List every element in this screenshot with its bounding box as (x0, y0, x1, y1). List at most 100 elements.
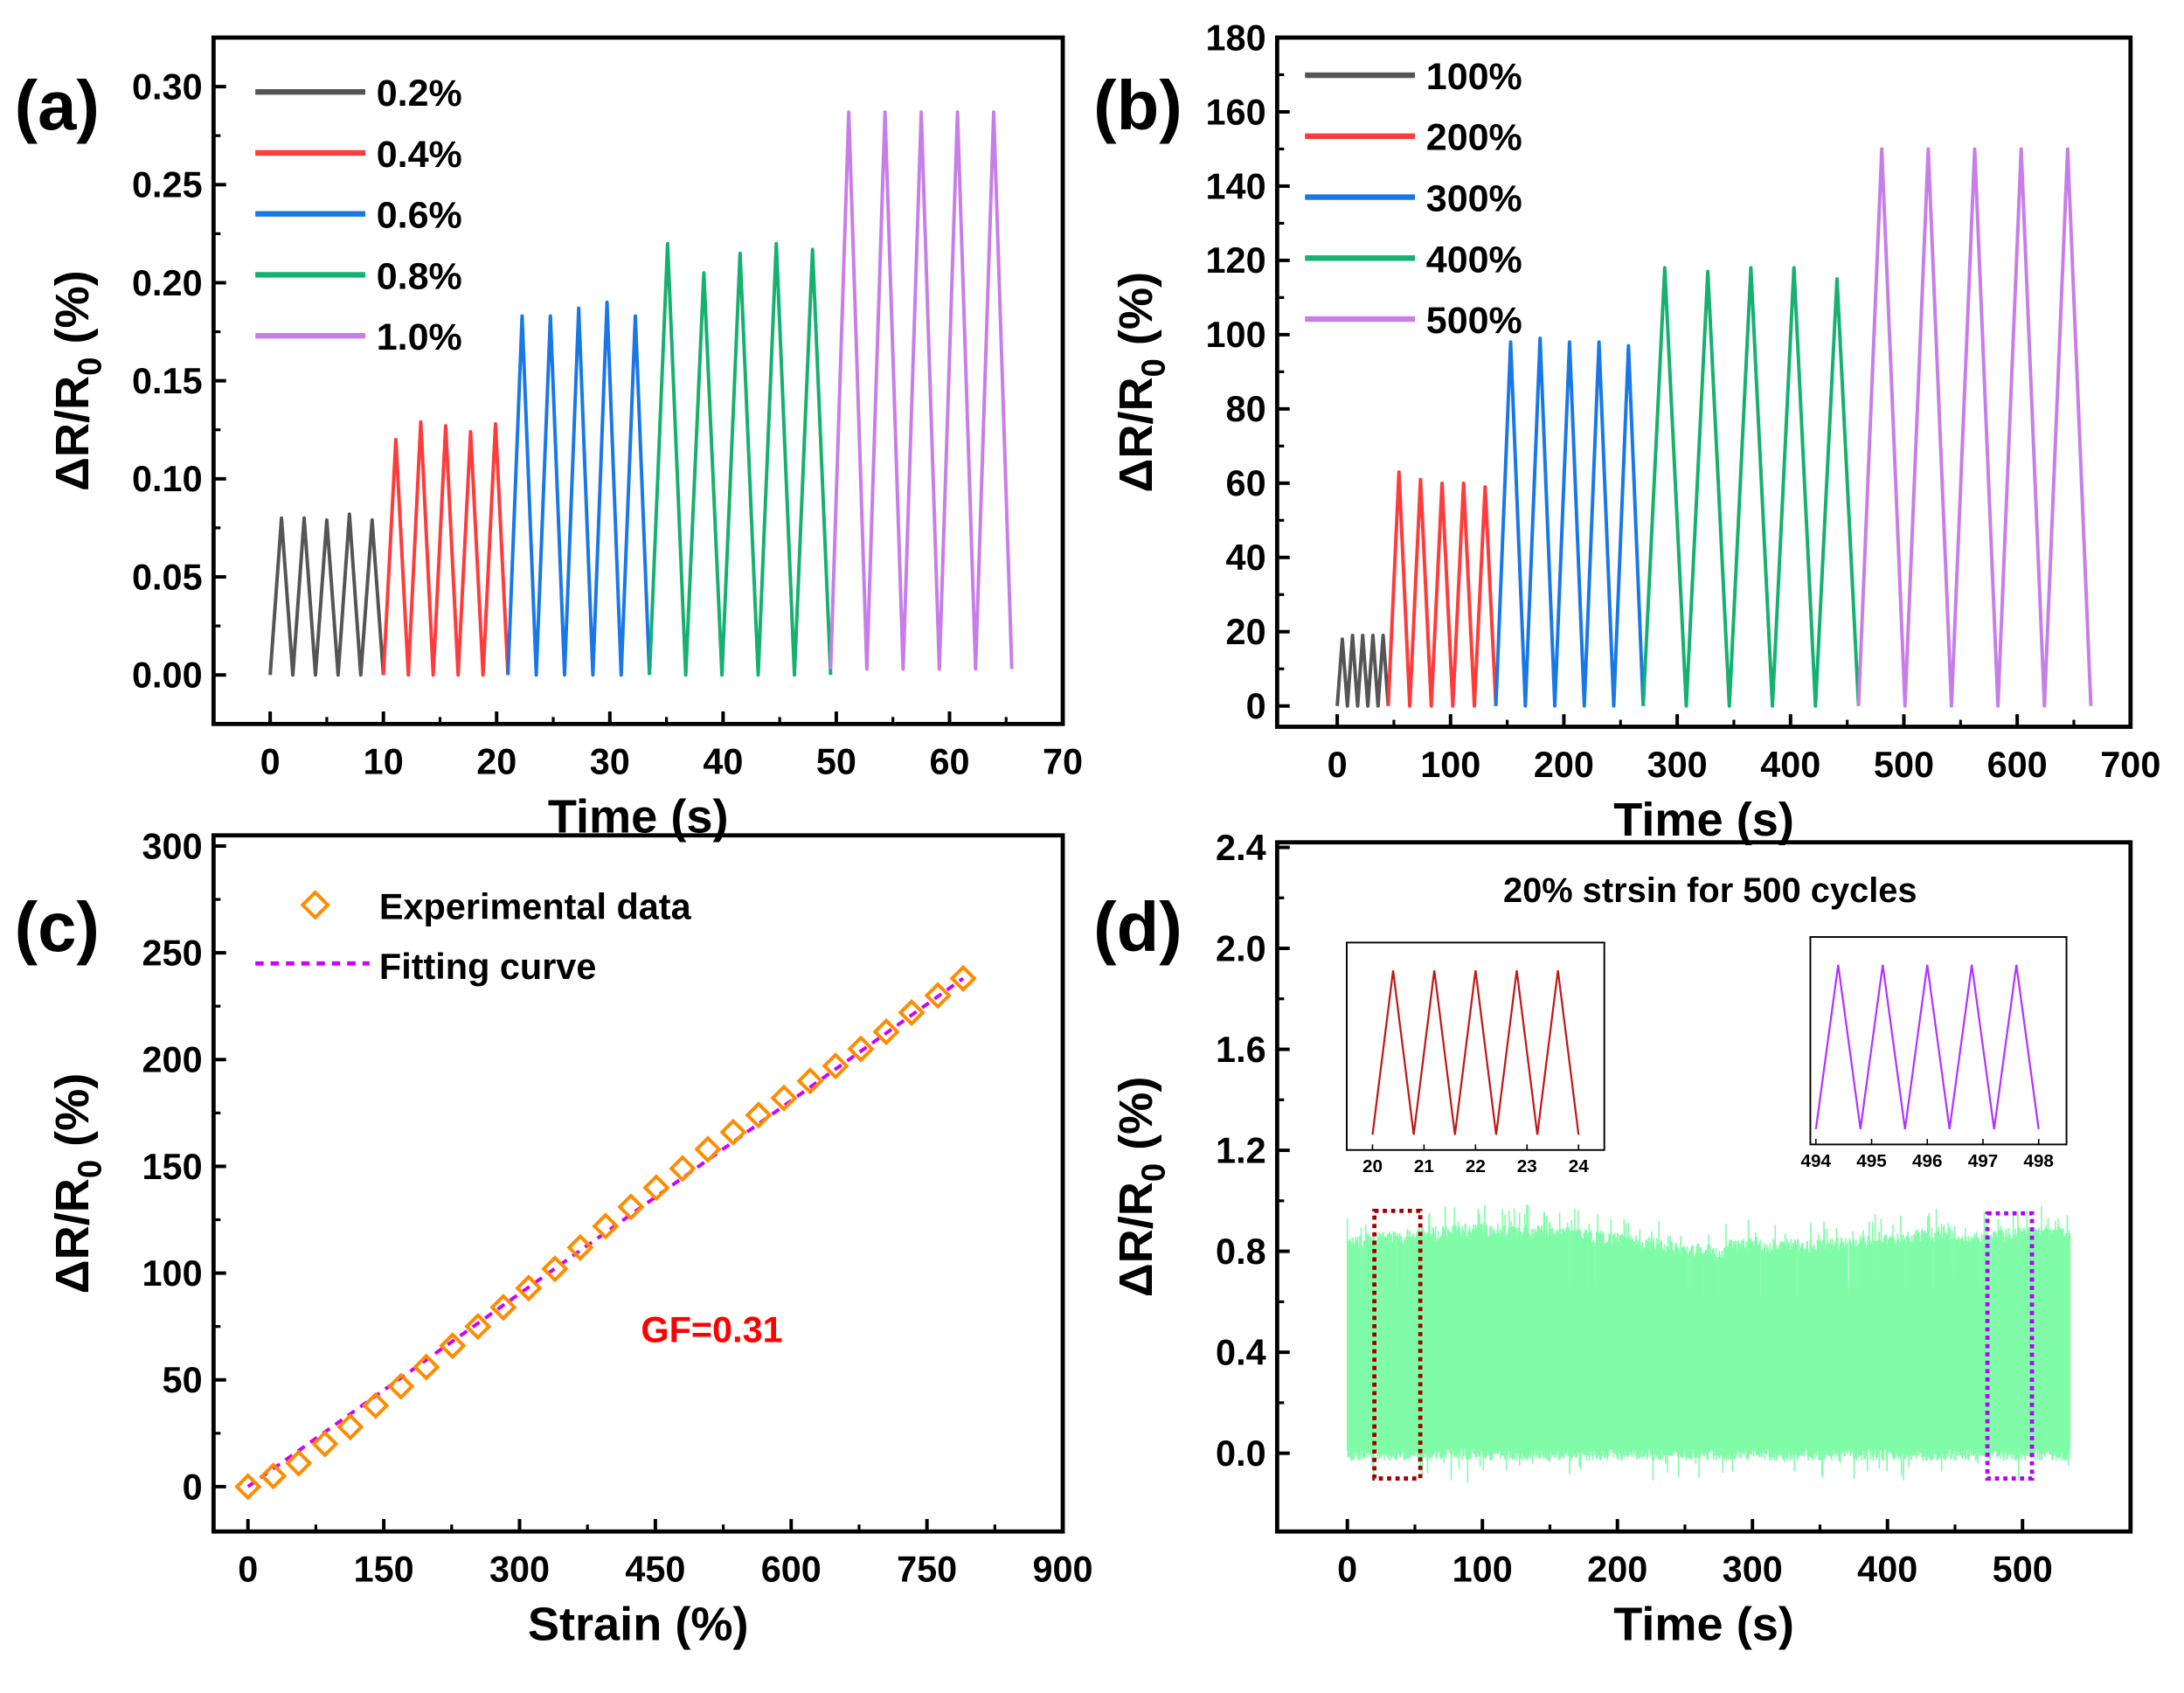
data-point (439, 1332, 467, 1360)
legend-label: 0.4% (377, 134, 462, 176)
x-tick-label: 0 (260, 742, 281, 782)
data-point (642, 1174, 670, 1202)
gf-annotation: GF=0.31 (641, 1310, 782, 1350)
x-tick-label: 900 (1033, 1550, 1093, 1590)
x-tick-label: 500 (1993, 1550, 2053, 1590)
data-point (234, 1473, 262, 1501)
inset-tick-label: 494 (1801, 1151, 1832, 1171)
panel-letter: (c) (15, 888, 100, 966)
series-line-100% (1335, 634, 1390, 708)
panel-c: (c) Experimental data Fitting curve GF=0.31… (15, 826, 1093, 1650)
legend-label: 1.0% (377, 316, 462, 358)
y-tick-label: 0.15 (132, 361, 203, 401)
y-tick-label: 100 (1206, 315, 1266, 355)
y-axis-label: ΔR/R0 (%) (1110, 1077, 1172, 1298)
x-tick-label: 200 (1587, 1550, 1647, 1590)
x-tick-label: 300 (1723, 1550, 1783, 1590)
y-axis-label-unit: (%) (46, 1073, 99, 1160)
y-axis-label-subscript: 0 (71, 357, 108, 376)
data-point (898, 998, 926, 1027)
y-tick-label: 0.8 (1216, 1232, 1266, 1272)
y-axis-label: ΔR/R0 (%) (46, 1073, 108, 1294)
legend-label: 200% (1426, 117, 1522, 159)
inset-tick-label: 20 (1362, 1156, 1383, 1176)
data-point (387, 1372, 415, 1400)
panel-a: (a) 0.2% 0.4% 0.6% 0.8% 1.0% 0 10 20 30 40 50 60 70 0.… (15, 35, 1083, 843)
y-tick-label: 250 (142, 933, 203, 973)
y-axis-label: ΔR/R0 (%) (46, 270, 108, 491)
y-tick-label: 0.05 (132, 557, 203, 597)
data-point (822, 1052, 849, 1080)
chart-title: 20% strsin for 500 cycles (1503, 871, 1917, 910)
y-tick-label: 1.6 (1216, 1030, 1266, 1070)
x-tick-label: 400 (1857, 1550, 1917, 1590)
data-point (694, 1135, 722, 1163)
data-point (617, 1193, 645, 1221)
x-tick-label: 450 (625, 1550, 685, 1590)
series-line-400% (1641, 266, 1861, 708)
x-axis-label: Strain (%) (528, 1598, 749, 1650)
y-axis-label-subscript: 0 (1134, 358, 1172, 377)
series-line-0.8% (648, 241, 833, 677)
plot-area (1346, 1204, 2071, 1483)
x-tick-label: 750 (897, 1550, 957, 1590)
y-tick-label: 0.4 (1216, 1332, 1266, 1372)
y-tick-label: 120 (1206, 240, 1266, 281)
legend-label: 0.2% (377, 73, 462, 114)
legend-label: 0.6% (377, 195, 462, 237)
x-tick-label: 10 (364, 742, 404, 782)
plot-area (1335, 147, 2093, 708)
data-point (847, 1035, 875, 1063)
panel-b: (b) 100%200%300%400%500%0 100 200 300 400 500 6… (1093, 17, 2160, 845)
highlight-box (1372, 1209, 1423, 1481)
series-line-200% (1386, 470, 1498, 708)
x-tick-label: 70 (1043, 742, 1083, 782)
y-axis-label-subscript: 0 (71, 1160, 108, 1178)
y-axis-label-unit: (%) (1110, 272, 1162, 358)
plot-area (268, 110, 1014, 677)
data-point (719, 1118, 747, 1146)
x-tick-label: 150 (354, 1550, 414, 1590)
y-tick-label: 0 (1246, 686, 1266, 726)
inset-tick-label: 21 (1414, 1156, 1434, 1176)
y-tick-label: 20 (1226, 612, 1266, 652)
x-tick-label: 40 (703, 742, 743, 782)
data-point (949, 964, 977, 993)
y-axis-label-main: ΔR/R (1110, 1182, 1162, 1297)
y-tick-label: 180 (1206, 17, 1266, 58)
x-tick-label: 0 (238, 1550, 258, 1590)
x-tick-label: 600 (761, 1550, 822, 1590)
inset-tick-label: 498 (2023, 1151, 2054, 1171)
y-tick-label: 200 (142, 1040, 203, 1080)
inset-line (1814, 964, 2040, 1130)
series-line-0.2% (268, 512, 385, 677)
data-point (770, 1084, 798, 1112)
legend-label: Experimental data (379, 886, 692, 926)
axes-frame (1274, 840, 2133, 1534)
y-tick-label: 140 (1206, 166, 1266, 206)
series-line-0.6% (506, 300, 652, 677)
y-tick-label: 0.0 (1216, 1433, 1266, 1474)
data-point (669, 1155, 697, 1183)
y-tick-label: 100 (142, 1253, 203, 1294)
y-tick-label: 0.00 (132, 656, 203, 696)
y-tick-label: 2.0 (1216, 928, 1266, 968)
x-tick-label: 100 (1453, 1550, 1513, 1590)
inset-tick-label: 24 (1569, 1156, 1590, 1176)
data-point (924, 982, 952, 1010)
legend-label: 300% (1426, 177, 1522, 219)
y-axis-label-subscript: 0 (1134, 1163, 1172, 1182)
panel-letter: (a) (15, 66, 100, 144)
inset-tick-label: 22 (1466, 1156, 1486, 1176)
x-tick-label: 0 (1328, 745, 1348, 785)
y-axis-label-unit: (%) (1110, 1077, 1162, 1163)
y-tick-label: 1.2 (1216, 1130, 1266, 1170)
x-tick-label: 100 (1420, 745, 1480, 785)
y-axis-label-unit: (%) (46, 270, 99, 357)
data-point (311, 1430, 339, 1458)
plot-area (234, 964, 977, 1501)
y-tick-label: 160 (1206, 92, 1266, 132)
inset-chart: 494 495 496 497 498 (1801, 936, 2068, 1171)
x-tick-label: 700 (2100, 745, 2160, 785)
